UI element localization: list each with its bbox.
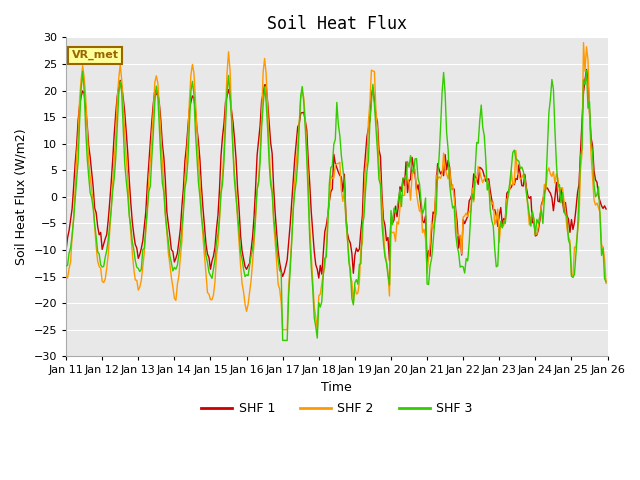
SHF 3 <box>573 229 581 235</box>
SHF 3 <box>250 232 258 238</box>
SHF 2 <box>602 280 610 286</box>
SHF 3 <box>300 99 308 105</box>
SHF 2 <box>573 229 581 235</box>
SHF 2 <box>279 327 287 333</box>
SHF 2 <box>580 40 588 46</box>
SHF 2 <box>250 240 258 246</box>
SHF 2 <box>129 250 136 255</box>
Legend: SHF 1, SHF 2, SHF 3: SHF 1, SHF 2, SHF 3 <box>196 397 477 420</box>
SHF 3 <box>279 337 287 343</box>
Y-axis label: Soil Heat Flux (W/m2): Soil Heat Flux (W/m2) <box>15 129 28 265</box>
SHF 3 <box>223 89 231 95</box>
SHF 1 <box>315 275 323 281</box>
SHF 1 <box>602 206 610 212</box>
SHF 3 <box>241 274 249 279</box>
SHF 1 <box>62 247 70 253</box>
SHF 1 <box>250 213 258 219</box>
SHF 3 <box>62 263 70 269</box>
Text: VR_met: VR_met <box>72 50 118 60</box>
Line: SHF 1: SHF 1 <box>66 70 606 278</box>
Line: SHF 2: SHF 2 <box>66 43 606 330</box>
SHF 1 <box>298 110 306 116</box>
SHF 1 <box>582 67 590 72</box>
SHF 2 <box>300 95 308 100</box>
SHF 1 <box>241 264 249 269</box>
SHF 1 <box>129 218 136 224</box>
SHF 3 <box>582 68 590 73</box>
SHF 2 <box>62 274 70 279</box>
Line: SHF 3: SHF 3 <box>66 71 606 340</box>
SHF 1 <box>573 190 581 196</box>
Title: Soil Heat Flux: Soil Heat Flux <box>267 15 407 33</box>
SHF 2 <box>241 301 249 307</box>
SHF 1 <box>223 94 231 99</box>
X-axis label: Time: Time <box>321 381 352 394</box>
SHF 2 <box>223 71 231 76</box>
SHF 3 <box>129 239 136 245</box>
SHF 3 <box>602 279 610 285</box>
